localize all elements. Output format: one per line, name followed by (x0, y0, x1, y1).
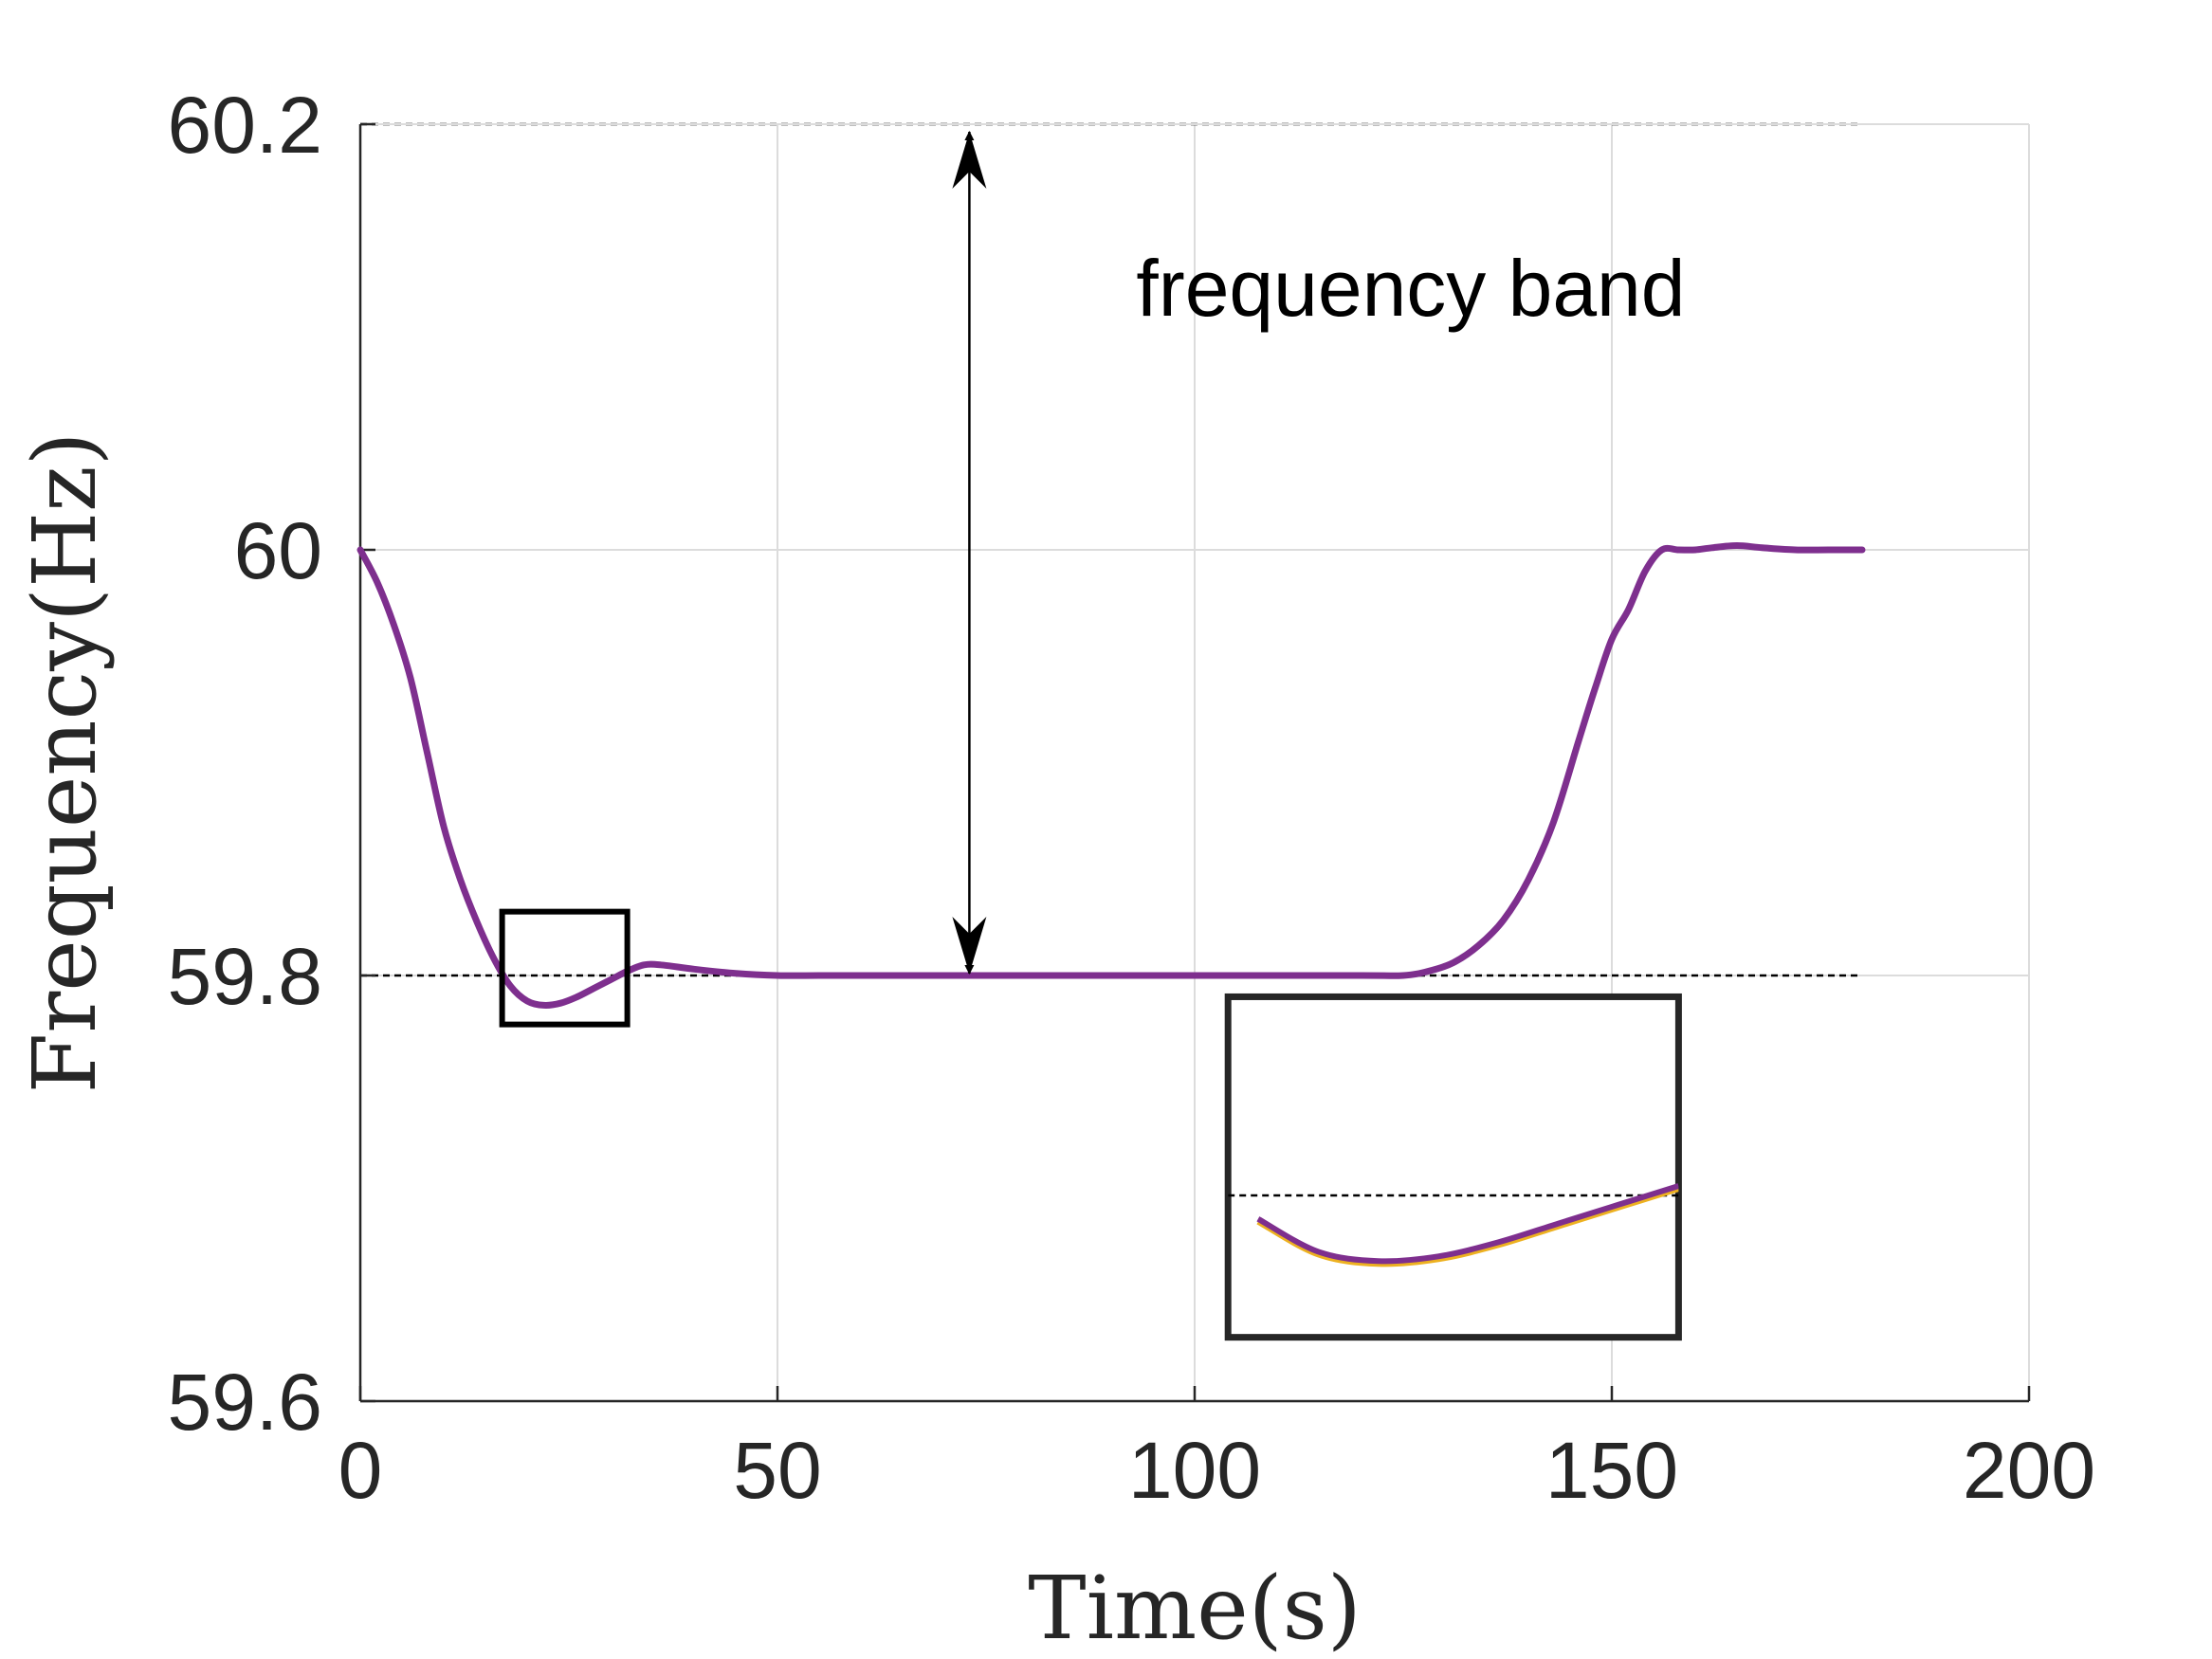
zoom-layer (499, 908, 1682, 1341)
x-tick-label: 50 (733, 1426, 821, 1515)
x-tick-label: 150 (1545, 1426, 1678, 1515)
y-axis-title: Frequency(Hz) (14, 431, 116, 1093)
y-tick-label: 59.6 (168, 1358, 323, 1447)
zoom-source-box (499, 908, 631, 1028)
frequency-band-label: frequency band (1136, 244, 1685, 333)
band-arrow-head-top (952, 132, 987, 189)
y-tick-label: 60.2 (168, 81, 323, 170)
y-tick-label: 59.8 (168, 932, 323, 1021)
x-axis-title: Time(s) (1028, 1558, 1361, 1659)
zoom-inset-box (1224, 993, 1682, 1341)
x-tick-label: 100 (1128, 1426, 1261, 1515)
zoom-inset-content (1228, 1183, 1679, 1267)
frequency-band-arrow (952, 131, 987, 975)
y-tick-label: 60 (234, 506, 322, 595)
inset-series-line (1256, 1183, 1679, 1265)
x-tick-label: 0 (338, 1426, 383, 1515)
series-line-frequency (356, 542, 1866, 1009)
x-tick-label: 200 (1963, 1426, 2095, 1515)
series-layer (356, 542, 1866, 1009)
axes: 0 50 100 150 200 59.6 59.8 60 60.2 (168, 81, 2096, 1515)
band-arrow-head-bottom (952, 917, 987, 974)
